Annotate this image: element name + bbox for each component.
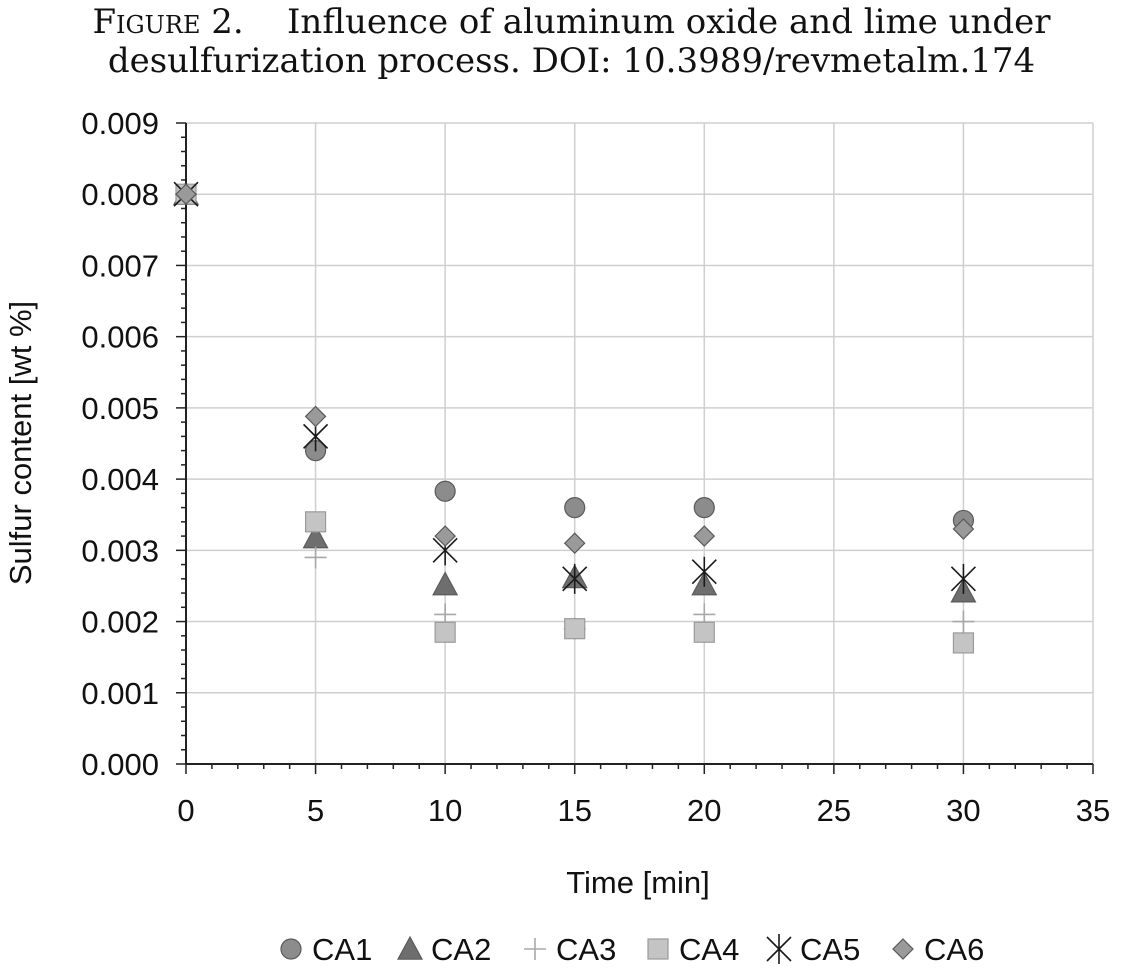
caption-text-line-2: desulfurization process. DOI: 10.3989/re… (107, 41, 1036, 81)
data-point-ca3 (304, 546, 327, 569)
tick-labels: 0.000 0.001 0.002 0.003 0.004 0.005 0.006 0.007… (81, 106, 1110, 828)
y-tick-label: 0.000 (81, 747, 159, 782)
data-point-ca2 (432, 571, 459, 596)
legend-label: CA5 (800, 932, 860, 967)
legend-item-ca1: CA1 (280, 932, 372, 967)
x-tick-label: 30 (946, 793, 980, 828)
y-tick-label: 0.005 (81, 391, 159, 426)
data-point-ca5 (691, 556, 717, 587)
data-point-ca1 (693, 497, 715, 519)
y-tick-label: 0.008 (81, 177, 159, 212)
data-point-ca6 (563, 532, 586, 555)
data-point-ca1 (564, 497, 586, 519)
legend-item-ca4: CA4 (647, 932, 739, 967)
grid-lines (186, 122, 1094, 764)
x-tick-label: 10 (428, 793, 462, 828)
legend-marker-ca6 (892, 938, 914, 960)
data-point-ca4 (304, 511, 327, 533)
y-tick-label: 0.003 (81, 533, 159, 568)
data-point-ca6 (952, 518, 975, 540)
data-point-ca6 (693, 525, 716, 547)
data-point-ca3 (952, 610, 975, 633)
data-point-ca6 (434, 525, 456, 547)
y-tick-label: 0.004 (81, 462, 159, 497)
legend-marker-ca4 (647, 938, 669, 960)
data-point-ca5 (562, 563, 588, 594)
data-point-ca5 (950, 563, 976, 594)
y-tick-label: 0.001 (81, 676, 159, 711)
x-tick-label: 35 (1076, 793, 1110, 828)
y-tick-label: 0.009 (81, 106, 159, 141)
figure-caption-line-2: desulfurization process. DOI: 10.3989/re… (0, 41, 1143, 81)
y-tick-label: 0.002 (81, 605, 159, 640)
data-point-ca4 (693, 621, 715, 643)
data-point-ca6 (175, 183, 197, 206)
data-point-ca6 (304, 405, 327, 428)
legend-item-ca2: CA2 (396, 932, 491, 967)
legend-marker-ca2 (396, 935, 424, 960)
x-tick-label: 15 (557, 793, 591, 828)
legend-label: CA2 (431, 932, 491, 967)
figure-label: Figure 2. (92, 2, 244, 42)
legend-marker-ca3 (524, 938, 546, 960)
x-tick-label: 5 (307, 793, 324, 828)
caption-text-line-1: Influence of aluminum oxide and lime und… (286, 2, 1051, 42)
legend-label: CA6 (924, 932, 984, 967)
axes (176, 122, 1094, 774)
data-point-ca1 (434, 480, 456, 502)
legend-label: CA1 (312, 932, 372, 967)
legend-item-ca6: CA6 (892, 932, 984, 967)
legend-marker-ca1 (280, 938, 302, 960)
x-axis-title: Time [min] (566, 865, 710, 900)
legend-label: CA4 (679, 932, 739, 967)
data-point-ca4 (434, 621, 456, 643)
data-markers (172, 179, 977, 654)
figure-caption-line-1: Figure 2. Influence of aluminum oxide an… (0, 2, 1143, 42)
y-tick-label: 0.006 (81, 320, 159, 355)
legend-marker-ca5 (766, 934, 792, 964)
x-tick-label: 0 (177, 793, 194, 828)
data-point-ca4 (952, 632, 975, 654)
legend-item-ca3: CA3 (524, 932, 616, 967)
y-axis-title: Sulfur content [wt %] (3, 301, 38, 585)
legend-item-ca5: CA5 (766, 932, 860, 967)
x-tick-label: 20 (687, 793, 721, 828)
y-tick-label: 0.007 (81, 248, 159, 283)
legend-label: CA3 (556, 932, 616, 967)
data-point-ca4 (564, 618, 586, 640)
legend: CA1 CA2 CA3 CA4 CA5 CA6 (280, 932, 984, 967)
x-tick-label: 25 (817, 793, 851, 828)
